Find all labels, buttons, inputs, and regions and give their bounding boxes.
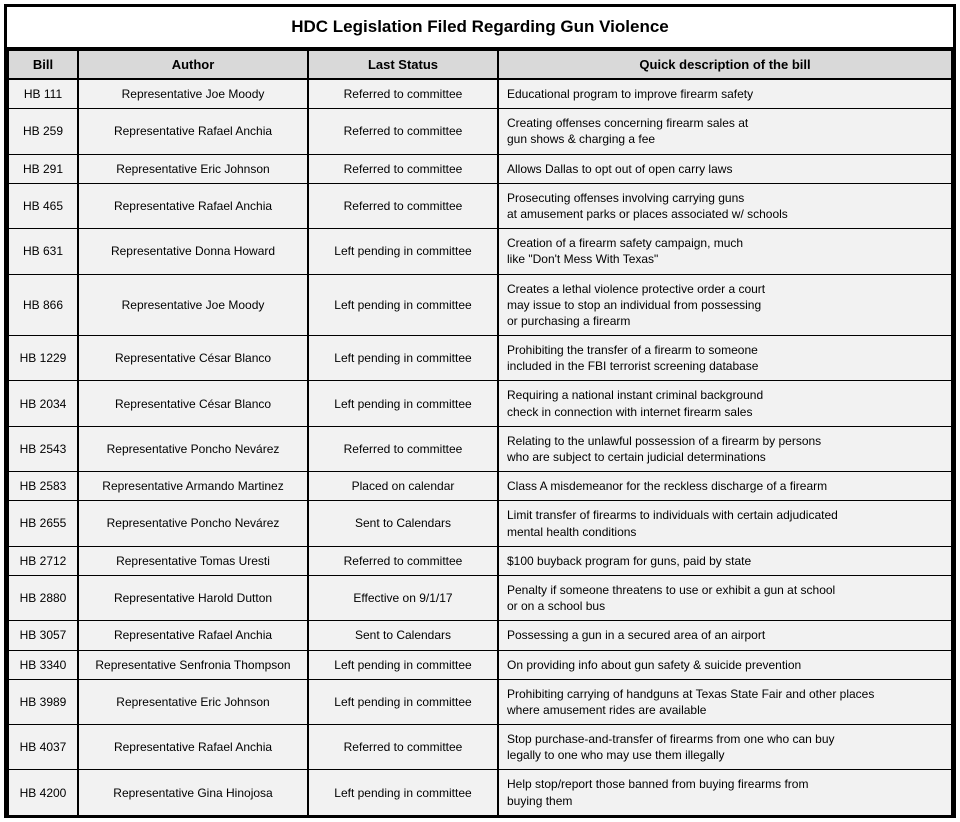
cell-author: Representative Gina Hinojosa <box>78 770 308 815</box>
cell-status: Referred to committee <box>308 546 498 575</box>
cell-status: Effective on 9/1/17 <box>308 575 498 620</box>
table-row: HB 866Representative Joe MoodyLeft pendi… <box>8 274 952 336</box>
table-row: HB 2655Representative Poncho NevárezSent… <box>8 501 952 546</box>
table-row: HB 4037Representative Rafael AnchiaRefer… <box>8 725 952 770</box>
table-row: HB 2543Representative Poncho NevárezRefe… <box>8 426 952 471</box>
cell-desc: Educational program to improve firearm s… <box>498 79 952 109</box>
cell-desc: Creating offenses concerning firearm sal… <box>498 109 952 154</box>
cell-status: Left pending in committee <box>308 679 498 724</box>
cell-bill: HB 465 <box>8 183 78 228</box>
table-row: HB 2034Representative César BlancoLeft p… <box>8 381 952 426</box>
cell-author: Representative César Blanco <box>78 381 308 426</box>
cell-status: Left pending in committee <box>308 274 498 336</box>
cell-bill: HB 4200 <box>8 770 78 815</box>
cell-status: Left pending in committee <box>308 381 498 426</box>
col-header-author: Author <box>78 50 308 79</box>
cell-desc: Possessing a gun in a secured area of an… <box>498 621 952 650</box>
cell-status: Referred to committee <box>308 154 498 183</box>
cell-bill: HB 2543 <box>8 426 78 471</box>
col-header-bill: Bill <box>8 50 78 79</box>
cell-bill: HB 111 <box>8 79 78 109</box>
cell-bill: HB 3989 <box>8 679 78 724</box>
cell-status: Sent to Calendars <box>308 621 498 650</box>
table-row: HB 291Representative Eric JohnsonReferre… <box>8 154 952 183</box>
cell-desc: Class A misdemeanor for the reckless dis… <box>498 472 952 501</box>
cell-bill: HB 866 <box>8 274 78 336</box>
cell-bill: HB 1229 <box>8 336 78 381</box>
cell-desc: On providing info about gun safety & sui… <box>498 650 952 679</box>
cell-status: Left pending in committee <box>308 336 498 381</box>
table-row: HB 631Representative Donna HowardLeft pe… <box>8 229 952 274</box>
cell-author: Representative Joe Moody <box>78 274 308 336</box>
cell-desc: Creates a lethal violence protective ord… <box>498 274 952 336</box>
cell-bill: HB 3057 <box>8 621 78 650</box>
cell-status: Placed on calendar <box>308 472 498 501</box>
cell-desc: Prohibiting the transfer of a firearm to… <box>498 336 952 381</box>
cell-author: Representative César Blanco <box>78 336 308 381</box>
cell-desc: Help stop/report those banned from buyin… <box>498 770 952 815</box>
table-header-row: Bill Author Last Status Quick descriptio… <box>8 50 952 79</box>
cell-bill: HB 291 <box>8 154 78 183</box>
table-row: HB 2583Representative Armando MartinezPl… <box>8 472 952 501</box>
table-row: HB 259Representative Rafael AnchiaReferr… <box>8 109 952 154</box>
cell-author: Representative Eric Johnson <box>78 154 308 183</box>
cell-status: Left pending in committee <box>308 770 498 815</box>
cell-status: Referred to committee <box>308 79 498 109</box>
cell-bill: HB 2655 <box>8 501 78 546</box>
cell-desc: $100 buyback program for guns, paid by s… <box>498 546 952 575</box>
cell-desc: Prohibiting carrying of handguns at Texa… <box>498 679 952 724</box>
cell-desc: Stop purchase-and-transfer of firearms f… <box>498 725 952 770</box>
table-row: HB 465Representative Rafael AnchiaReferr… <box>8 183 952 228</box>
table-row: HB 4200Representative Gina HinojosaLeft … <box>8 770 952 815</box>
cell-bill: HB 2034 <box>8 381 78 426</box>
cell-author: Representative Poncho Nevárez <box>78 426 308 471</box>
cell-author: Representative Rafael Anchia <box>78 725 308 770</box>
cell-bill: HB 3340 <box>8 650 78 679</box>
cell-status: Referred to committee <box>308 725 498 770</box>
cell-desc: Relating to the unlawful possession of a… <box>498 426 952 471</box>
cell-status: Referred to committee <box>308 109 498 154</box>
cell-bill: HB 631 <box>8 229 78 274</box>
cell-desc: Allows Dallas to opt out of open carry l… <box>498 154 952 183</box>
cell-status: Referred to committee <box>308 426 498 471</box>
cell-author: Representative Armando Martinez <box>78 472 308 501</box>
cell-desc: Penalty if someone threatens to use or e… <box>498 575 952 620</box>
legislation-table: Bill Author Last Status Quick descriptio… <box>7 49 953 815</box>
cell-status: Referred to committee <box>308 183 498 228</box>
table-row: HB 111Representative Joe MoodyReferred t… <box>8 79 952 109</box>
col-header-desc: Quick description of the bill <box>498 50 952 79</box>
cell-author: Representative Donna Howard <box>78 229 308 274</box>
table-row: HB 3989Representative Eric JohnsonLeft p… <box>8 679 952 724</box>
cell-desc: Requiring a national instant criminal ba… <box>498 381 952 426</box>
table-title: HDC Legislation Filed Regarding Gun Viol… <box>7 7 953 49</box>
table-row: HB 3340Representative Senfronia Thompson… <box>8 650 952 679</box>
cell-author: Representative Tomas Uresti <box>78 546 308 575</box>
cell-author: Representative Rafael Anchia <box>78 109 308 154</box>
legislation-table-container: HDC Legislation Filed Regarding Gun Viol… <box>4 4 956 818</box>
table-row: HB 1229Representative César BlancoLeft p… <box>8 336 952 381</box>
cell-bill: HB 2880 <box>8 575 78 620</box>
cell-author: Representative Harold Dutton <box>78 575 308 620</box>
cell-author: Representative Rafael Anchia <box>78 183 308 228</box>
table-row: HB 3057Representative Rafael AnchiaSent … <box>8 621 952 650</box>
cell-author: Representative Joe Moody <box>78 79 308 109</box>
cell-bill: HB 2583 <box>8 472 78 501</box>
cell-author: Representative Senfronia Thompson <box>78 650 308 679</box>
table-row: HB 2880Representative Harold DuttonEffec… <box>8 575 952 620</box>
cell-status: Left pending in committee <box>308 650 498 679</box>
cell-bill: HB 4037 <box>8 725 78 770</box>
cell-desc: Creation of a firearm safety campaign, m… <box>498 229 952 274</box>
cell-bill: HB 259 <box>8 109 78 154</box>
table-row: HB 2712Representative Tomas UrestiReferr… <box>8 546 952 575</box>
cell-desc: Limit transfer of firearms to individual… <box>498 501 952 546</box>
cell-desc: Prosecuting offenses involving carrying … <box>498 183 952 228</box>
cell-author: Representative Poncho Nevárez <box>78 501 308 546</box>
cell-bill: HB 2712 <box>8 546 78 575</box>
cell-status: Sent to Calendars <box>308 501 498 546</box>
col-header-status: Last Status <box>308 50 498 79</box>
cell-status: Left pending in committee <box>308 229 498 274</box>
cell-author: Representative Rafael Anchia <box>78 621 308 650</box>
cell-author: Representative Eric Johnson <box>78 679 308 724</box>
